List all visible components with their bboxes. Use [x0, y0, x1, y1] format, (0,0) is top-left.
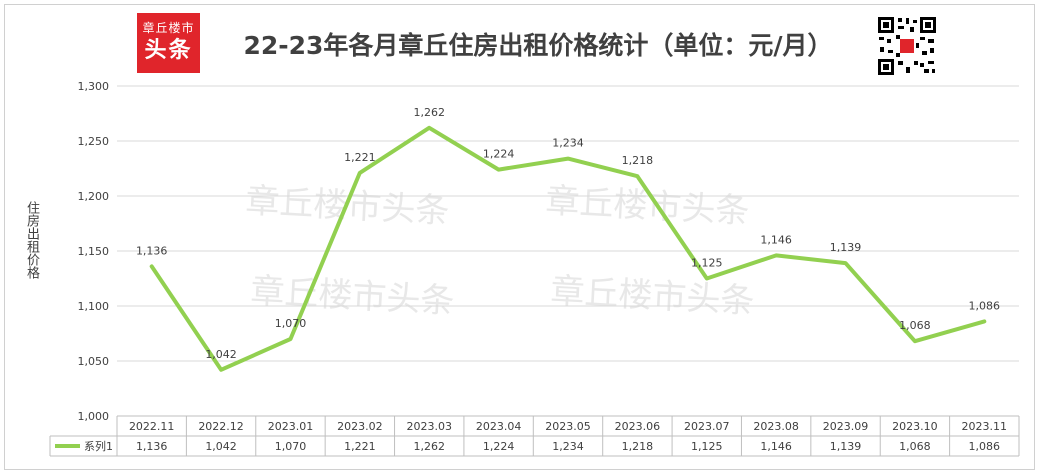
table-value: 1,234 [552, 440, 584, 453]
x-tick-label: 2023.11 [962, 420, 1008, 433]
data-label: 1,234 [552, 137, 584, 150]
data-label: 1,146 [760, 233, 792, 246]
x-tick-label: 2023.09 [823, 420, 869, 433]
y-tick-label: 1,050 [78, 355, 110, 368]
x-tick-label: 2023.07 [684, 420, 730, 433]
y-tick-label: 1,200 [78, 190, 110, 203]
data-labels: 1,136 1,042 1,070 1,221 1,262 1,224 1,234 1,218… [136, 106, 1000, 361]
chart-title: 22-23年各月章丘住房出租价格统计（单位：元/月） [243, 31, 833, 60]
qr-code-icon [876, 15, 938, 77]
series-layer [149, 125, 987, 372]
table-value: 1,224 [483, 440, 515, 453]
y-tick-label: 1,100 [78, 300, 110, 313]
x-tick-label: 2022.12 [198, 420, 244, 433]
x-tick-label: 2023.06 [615, 420, 661, 433]
y-tick-labels: 1,000 1,050 1,100 1,150 1,200 1,250 1,300 [78, 80, 110, 423]
y-tick-label: 1,000 [78, 410, 110, 423]
data-table: 2022.11 1,136 2022.12 1,042 2023.01 1,070 2023… [49, 415, 1020, 457]
table-value: 1,139 [830, 440, 862, 453]
data-label: 1,224 [483, 148, 515, 161]
y-tick-label: 1,150 [78, 245, 110, 258]
data-label: 1,086 [969, 299, 1001, 312]
table-value: 1,086 [969, 440, 1001, 453]
table-value: 1,136 [136, 440, 168, 453]
watermark-text-2: 章丘楼市头条 [250, 271, 456, 322]
data-label: 1,136 [136, 244, 168, 257]
y-tick-label: 1,300 [78, 80, 110, 93]
data-label: 1,139 [830, 241, 862, 254]
x-tick-label: 2023.10 [892, 420, 938, 433]
data-label: 1,218 [622, 154, 654, 167]
table-value: 1,125 [691, 440, 723, 453]
table-value: 1,146 [760, 440, 792, 453]
x-tick-label: 2023.02 [337, 420, 383, 433]
grid-lines [117, 85, 1019, 417]
watermark-text-3: 章丘楼市头条 [550, 271, 756, 322]
brand-logo: 章丘楼市 头条 [137, 13, 200, 73]
table-value: 1,262 [413, 440, 445, 453]
table-value: 1,221 [344, 440, 376, 453]
x-tick-label: 2022.11 [129, 420, 175, 433]
x-tick-label: 2023.08 [753, 420, 799, 433]
y-tick-label: 1,250 [78, 135, 110, 148]
y-axis-label: 住房出租价格 [24, 201, 39, 279]
data-label: 1,262 [413, 106, 445, 119]
data-label: 1,042 [205, 348, 237, 361]
table-value: 1,070 [275, 440, 307, 453]
table-value: 1,068 [899, 440, 931, 453]
x-tick-label: 2023.04 [476, 420, 522, 433]
data-label: 1,221 [344, 151, 376, 164]
logo-line1: 章丘楼市 [142, 21, 195, 35]
legend-series-name: 系列1 [84, 439, 113, 453]
x-tick-label: 2023.03 [406, 420, 452, 433]
data-label: 1,068 [899, 319, 931, 332]
data-label: 1,070 [275, 317, 307, 330]
table-value: 1,042 [205, 440, 237, 453]
x-tick-label: 2023.01 [268, 420, 314, 433]
x-tick-label: 2023.05 [545, 420, 591, 433]
chart-frame [4, 4, 1035, 470]
logo-line2: 头条 [144, 38, 193, 63]
table-value: 1,218 [622, 440, 654, 453]
data-label: 1,125 [691, 257, 723, 270]
